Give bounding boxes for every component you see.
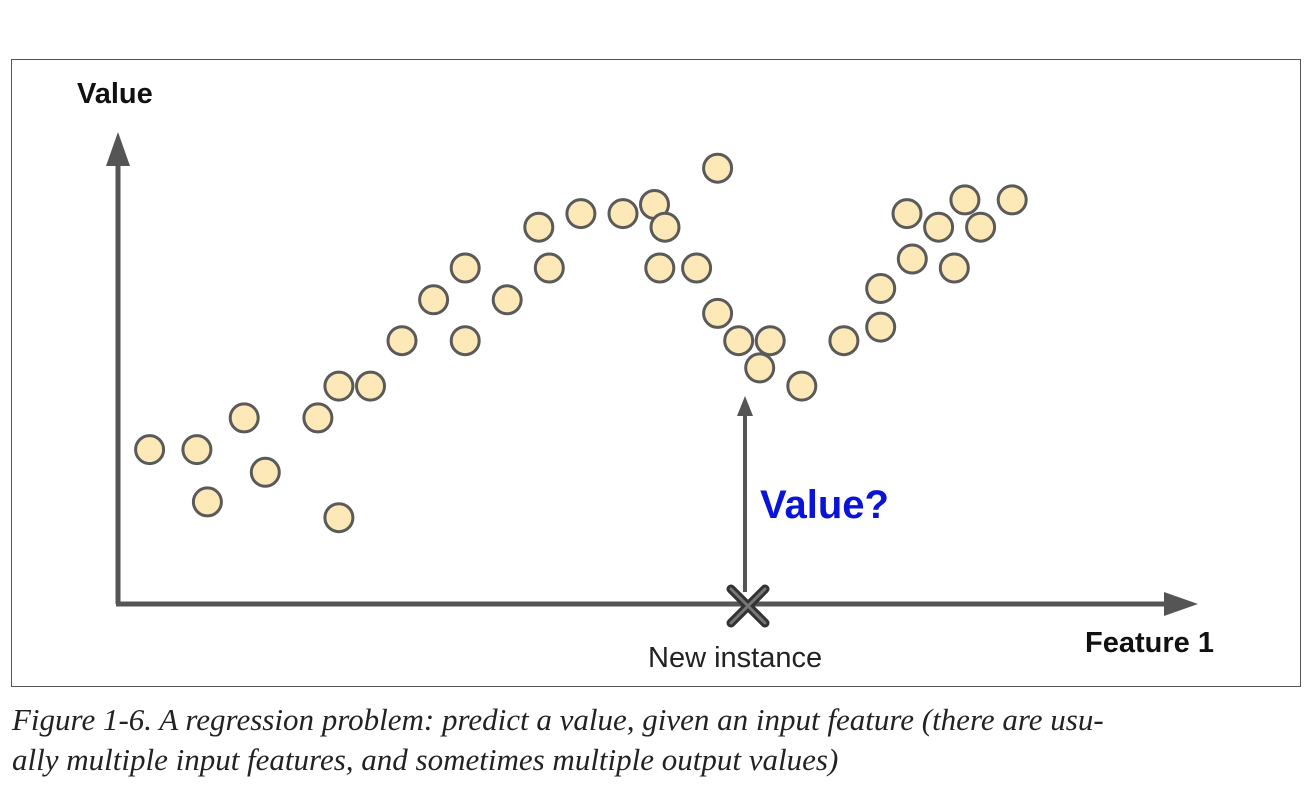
data-point-35 xyxy=(938,252,970,284)
x-axis-label: Feature 1 xyxy=(1085,627,1214,659)
arrow-up-icon xyxy=(737,396,753,416)
data-point-7 xyxy=(323,370,355,402)
figure-frame xyxy=(11,59,1301,687)
data-point-13 xyxy=(449,325,481,357)
x-marker-icon xyxy=(726,584,770,628)
data-point-1 xyxy=(134,434,166,466)
data-points xyxy=(134,152,1028,534)
data-point-27 xyxy=(754,325,786,357)
data-point-20 xyxy=(649,211,681,243)
data-point-28 xyxy=(786,370,818,402)
x-axis-arrow-icon xyxy=(1164,592,1198,616)
caption-line-1: Figure 1-6. A regression problem: predic… xyxy=(12,702,1104,737)
data-point-32 xyxy=(891,198,923,230)
data-point-37 xyxy=(965,211,997,243)
data-point-15 xyxy=(523,211,555,243)
data-point-26 xyxy=(744,352,776,384)
data-point-16 xyxy=(533,252,565,284)
data-point-9 xyxy=(355,370,386,402)
data-point-33 xyxy=(896,243,928,275)
data-point-17 xyxy=(565,198,597,230)
figure-caption: Figure 1-6. A regression problem: predic… xyxy=(12,700,1302,780)
data-point-14 xyxy=(491,284,523,316)
data-point-10 xyxy=(386,325,418,357)
data-point-4 xyxy=(228,402,260,434)
data-point-34 xyxy=(923,211,955,243)
data-point-36 xyxy=(949,184,981,216)
data-point-11 xyxy=(418,284,450,316)
new-instance-label: New instance xyxy=(648,642,822,674)
data-point-30 xyxy=(865,311,897,343)
data-point-38 xyxy=(996,184,1028,216)
y-axis-arrow-icon xyxy=(106,132,130,166)
data-point-29 xyxy=(828,325,860,357)
data-point-5 xyxy=(249,456,281,488)
data-point-12 xyxy=(449,252,481,284)
data-point-8 xyxy=(323,502,355,534)
y-axis-label: Value xyxy=(77,78,153,110)
data-point-18 xyxy=(607,198,639,230)
data-point-23 xyxy=(702,152,734,184)
data-point-2 xyxy=(181,434,213,466)
data-point-6 xyxy=(302,402,334,434)
data-point-25 xyxy=(723,325,755,357)
data-point-31 xyxy=(865,273,897,304)
data-point-24 xyxy=(702,297,734,329)
data-point-21 xyxy=(644,252,676,284)
caption-line-2: ally multiple input features, and someti… xyxy=(12,742,839,777)
data-point-22 xyxy=(681,252,713,284)
data-point-3 xyxy=(191,486,223,518)
query-value-label: Value? xyxy=(760,483,889,527)
